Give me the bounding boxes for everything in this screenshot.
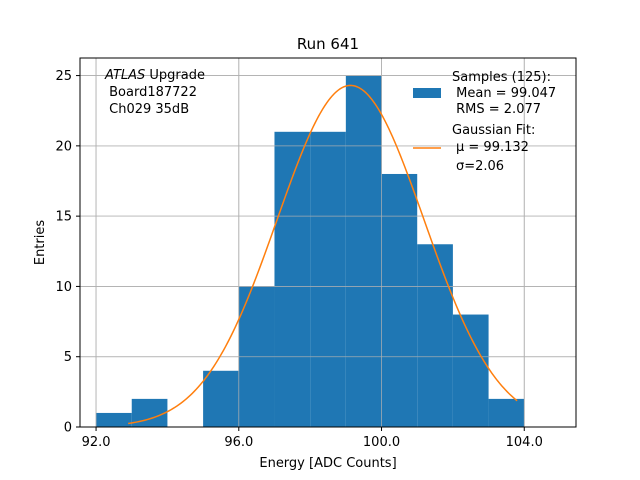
plot-frame	[79, 57, 577, 428]
legend-hist-swatch	[413, 88, 441, 98]
annotation-line-1: ATLAS Upgrade	[104, 68, 205, 83]
histogram-bar	[203, 370, 239, 427]
gaussian-fit-curve	[128, 84, 518, 425]
histogram-bar	[310, 131, 346, 428]
histogram-bar	[96, 412, 132, 427]
y-tick-label: 10	[55, 280, 72, 295]
legend-hist-line-2: Mean = 99.047	[452, 86, 556, 101]
annotation-italic: ATLAS	[104, 68, 145, 83]
histogram-bar	[131, 398, 168, 427]
x-tick-label: 100.0	[363, 435, 400, 450]
y-tick-label: 20	[55, 139, 72, 154]
annotation-box: ATLAS Upgrade Board187722 Ch029 35dB	[104, 68, 205, 117]
legend-hist-line-3: RMS = 2.077	[452, 102, 541, 117]
y-tick-label: 5	[64, 350, 72, 365]
x-axis-label: Energy [ADC Counts]	[259, 456, 396, 471]
histogram-bar	[274, 131, 311, 428]
y-axis-label: Entries	[33, 220, 48, 266]
annotation-line-3: Ch029 35dB	[105, 102, 189, 117]
y-axis-ticks: 0 5 10 15 20 25	[55, 69, 80, 436]
histogram-bar	[452, 314, 489, 427]
x-tick-label: 104.0	[506, 435, 543, 450]
legend-fit-line-2: μ = 99.132	[456, 140, 529, 155]
legend: Samples (125): Mean = 99.047 RMS = 2.077…	[413, 70, 556, 174]
x-axis-ticks: 92.0 96.0 100.0 104.0	[82, 427, 543, 450]
legend-hist-line-1: Samples (125):	[452, 70, 551, 85]
y-tick-label: 15	[55, 210, 72, 225]
histogram-bar	[345, 75, 382, 428]
y-tick-label: 25	[55, 69, 72, 84]
y-tick-label: 0	[64, 421, 72, 436]
histogram-bar	[488, 398, 525, 427]
histogram-bar	[417, 244, 453, 427]
x-tick-label: 92.0	[82, 435, 111, 450]
annotation-rest: Upgrade	[145, 68, 205, 83]
x-tick-label: 96.0	[224, 435, 253, 450]
legend-fit-line-3: σ=2.06	[456, 159, 504, 174]
legend-fit-line-1: Gaussian Fit:	[452, 123, 535, 138]
annotation-line-2: Board187722	[105, 85, 197, 100]
chart-title: Run 641	[297, 35, 359, 53]
histogram-bar	[381, 173, 418, 427]
